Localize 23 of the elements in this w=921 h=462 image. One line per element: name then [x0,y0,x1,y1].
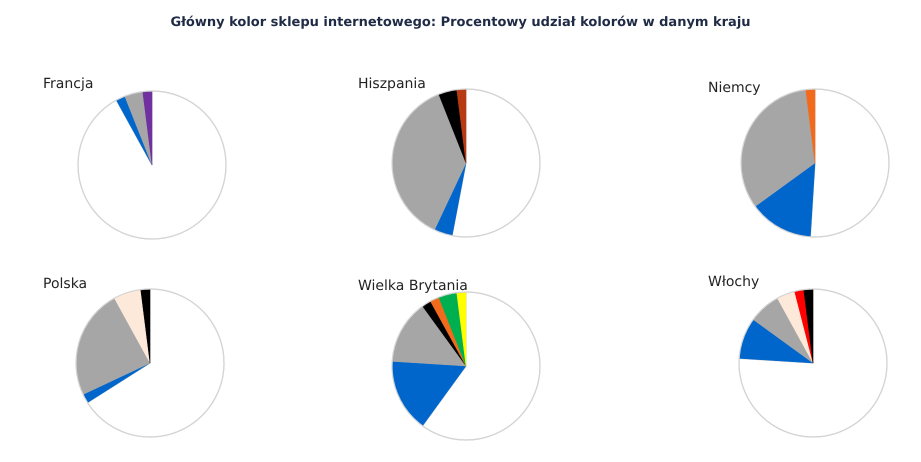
chart-title: Niemcy [708,80,761,96]
pie-slice [392,361,466,426]
pie-slice [140,288,150,364]
pie-slice [392,94,466,230]
chart-title: Francja [43,76,94,92]
pie-slice [452,88,541,238]
pie-slice [392,306,466,366]
pie-slice [76,298,150,395]
pie-slice [805,88,816,164]
pie-slice [754,162,816,238]
pie-slice [456,292,466,366]
pie-slice [434,162,466,236]
chart-title: Włochy [708,274,760,290]
chart-title: Hiszpania [358,76,426,92]
pie-slice [422,291,541,441]
pie-slice [114,289,150,364]
pie-slice [438,89,466,164]
chart-title: Wielka Brytania [358,278,468,294]
pie-slice [456,88,466,164]
chart-title: Polska [43,276,88,292]
pie-slice [810,88,890,238]
text: Główny kolor sklepu internetowego: Procentowy udział kolorów w danym kraju [170,15,751,30]
pie-slice [438,292,466,366]
